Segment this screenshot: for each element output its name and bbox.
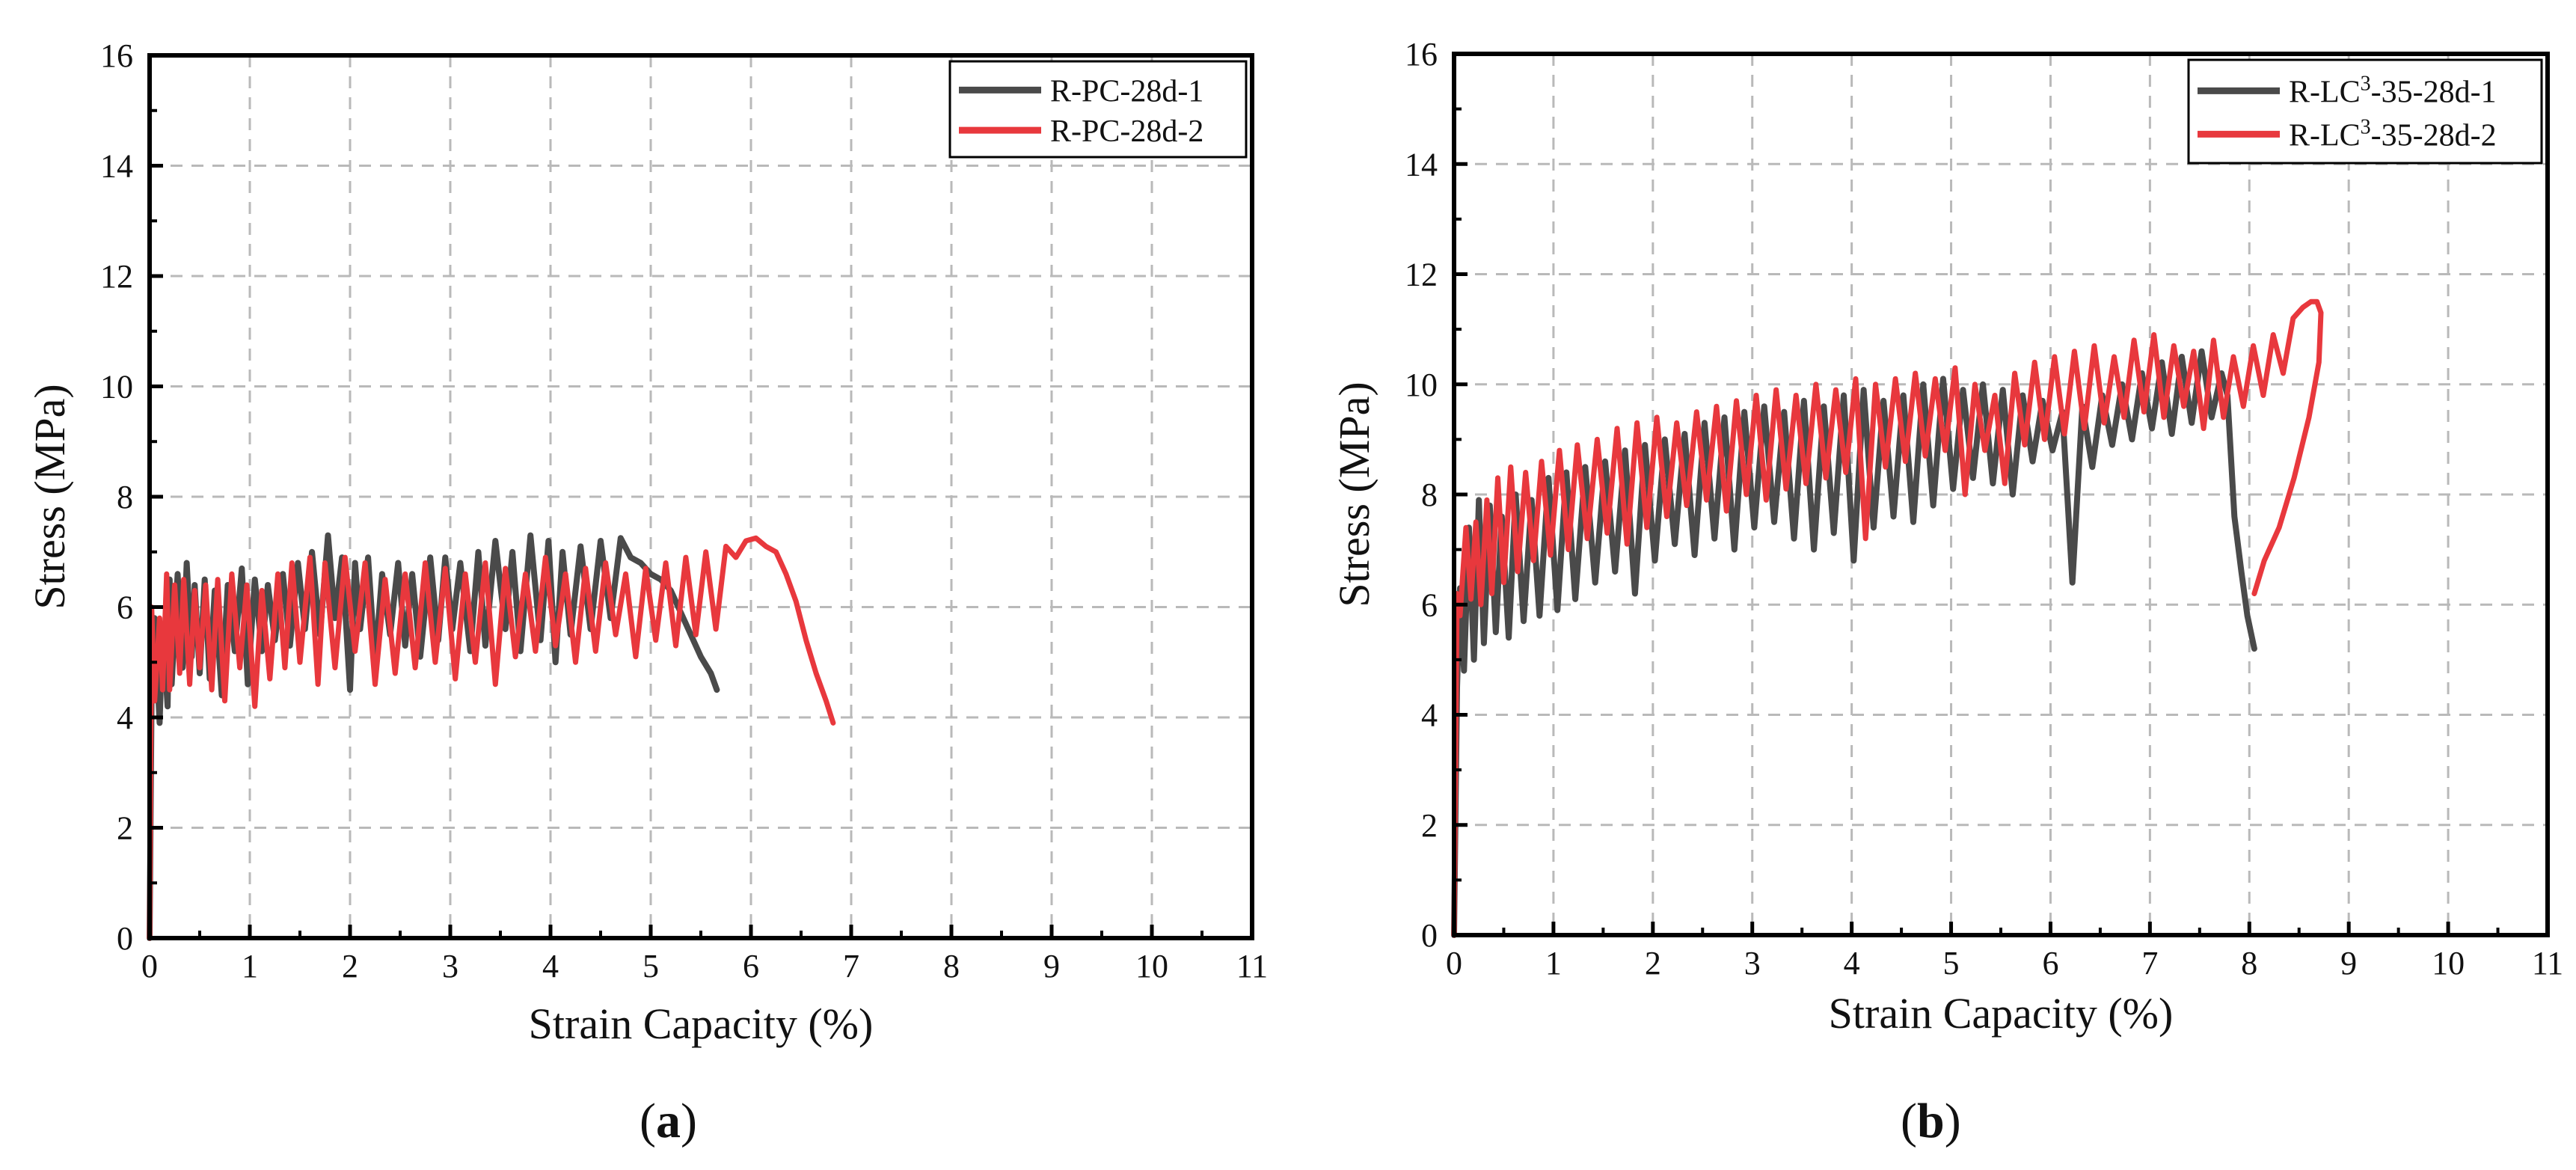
x-tick-label: 3 (442, 948, 459, 984)
x-axis-label: Strain Capacity (%) (1829, 989, 2174, 1038)
series-line-2 (1451, 298, 2324, 938)
y-tick-label: 0 (1421, 917, 1438, 954)
x-tick-label: 7 (2141, 945, 2158, 981)
legend-label-name: R-PC-28d-2 (1050, 114, 1203, 149)
legend: R-PC-28d-1 R-PC-28d-2 (948, 60, 1248, 159)
x-tick-label: 11 (2532, 945, 2563, 981)
series-lines (1451, 298, 2324, 938)
y-tick-label: 14 (100, 148, 133, 185)
x-tick-label: 10 (2432, 945, 2465, 981)
x-tick-label: 11 (1236, 948, 1268, 984)
y-tick-label: 4 (1421, 697, 1438, 734)
y-tick-label: 0 (117, 920, 133, 957)
x-tick-label: 5 (643, 948, 659, 984)
y-tick-label: 12 (100, 258, 133, 295)
x-tick-label: 6 (2042, 945, 2058, 981)
y-tick-label: 2 (117, 810, 133, 847)
x-tick-label: 8 (2241, 945, 2257, 981)
y-axis-label: Stress (MPa) (1330, 382, 1379, 607)
legend-label-name: R-LC (2289, 118, 2361, 153)
y-tick-label: 2 (1421, 807, 1438, 844)
series-lines (147, 532, 836, 941)
y-tick-label: 8 (1421, 477, 1438, 513)
x-tick-label: 2 (1645, 945, 1661, 981)
panel-label-b: (b) (1901, 1094, 1961, 1148)
y-axis-label: Stress (MPa) (25, 384, 74, 609)
x-tick-label: 0 (141, 948, 158, 984)
x-tick-label: 0 (1446, 945, 1462, 981)
legend-label-superscript: 3 (2361, 72, 2371, 95)
legend-box (2187, 58, 2543, 165)
x-tick-label: 4 (542, 948, 559, 984)
y-tick-label: 14 (1405, 146, 1438, 183)
y-tick-label: 10 (100, 369, 133, 405)
legend: R-LC3-35-28d-1R-LC3-35-28d-2 (2187, 58, 2543, 165)
x-tick-label: 9 (1043, 948, 1060, 984)
x-tick-label: 6 (743, 948, 759, 984)
legend-label-name: R-LC (2289, 75, 2361, 109)
x-tick-label: 7 (843, 948, 859, 984)
legend-label-name: R-PC-28d-1 (1050, 74, 1203, 108)
x-tick-label: 2 (342, 948, 358, 984)
legend-label: R-LC3-35-28d-1 (2289, 72, 2497, 109)
y-tick-label: 16 (1405, 36, 1438, 73)
panel-letter: b (1917, 1094, 1945, 1148)
series-line-2 (147, 535, 836, 941)
y-tick-label: 6 (117, 589, 133, 626)
legend-label-superscript: 3 (2361, 115, 2371, 138)
y-tick-label: 10 (1405, 367, 1438, 403)
y-tick-label: 4 (117, 699, 133, 736)
x-tick-label: 8 (943, 948, 960, 984)
y-tick-label: 12 (1405, 257, 1438, 293)
y-tick-label: 8 (117, 479, 133, 515)
x-axis-label: Strain Capacity (%) (529, 999, 874, 1048)
legend-box (948, 60, 1248, 159)
x-tick-label: 4 (1844, 945, 1860, 981)
legend-label: R-PC-28d-1 (1050, 74, 1203, 108)
x-tick-label: 1 (1545, 945, 1562, 981)
panel-label-a: (a) (640, 1094, 697, 1148)
x-tick-label: 10 (1135, 948, 1168, 984)
x-tick-label: 3 (1744, 945, 1761, 981)
x-tick-label: 9 (2340, 945, 2357, 981)
x-tick-label: 1 (242, 948, 258, 984)
legend-label: R-LC3-35-28d-2 (2289, 115, 2497, 153)
legend-label-suffix: -35-28d-1 (2371, 75, 2497, 109)
y-tick-label: 6 (1421, 586, 1438, 623)
y-tick-label: 16 (100, 37, 133, 74)
legend-label: R-PC-28d-2 (1050, 114, 1203, 149)
legend-label-suffix: -35-28d-2 (2371, 118, 2497, 153)
panel-letter: a (656, 1094, 681, 1148)
x-tick-label: 5 (1943, 945, 1960, 981)
